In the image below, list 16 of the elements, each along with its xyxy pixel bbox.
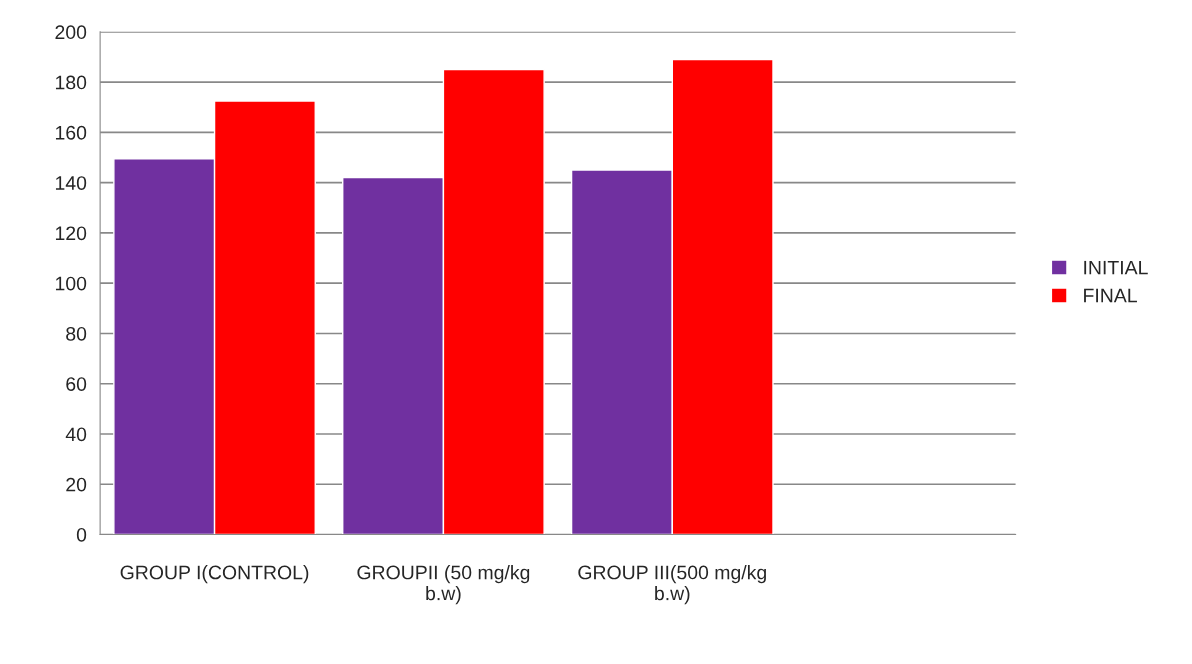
legend-label: INITIAL [1084,260,1148,275]
y-tick-label: 20 [66,477,87,492]
x-tick-label: GROUP III(500 mg/kg b.w) [578,565,766,605]
y-tick-label: 40 [65,427,87,442]
y-tick-label: 100 [55,276,87,291]
y-tick-label: 0 [76,527,87,542]
x-tick-label: GROUP I(CONTROL) [120,565,309,584]
y-tick-label: 180 [55,75,87,90]
x-tick-label: GROUPII (50 mg/kg b.w) [357,565,530,605]
legend-label: FINAL [1084,288,1137,303]
y-tick-label: 120 [55,226,87,241]
y-tick-label: 200 [55,25,87,40]
y-tick-label: 160 [55,125,87,140]
y-tick-label: 60 [66,377,87,391]
y-tick-label: 140 [55,176,87,190]
y-tick-label: 80 [66,326,87,341]
